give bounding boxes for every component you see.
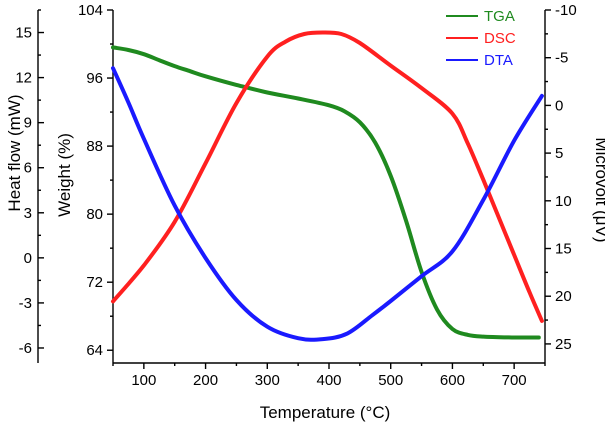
microvolt-tick-label: 25 [555, 336, 572, 353]
microvolt-tick-label: 5 [555, 145, 563, 162]
microvolt-tick-label: -10 [555, 2, 577, 19]
series-line-dsc [111, 30, 544, 323]
microvolt-axis-title: Microvolt (μV) [592, 137, 605, 242]
ticks: 100 200 300 400 500 600 700-6-3036912156472808… [15, 2, 576, 389]
series-line-dta [111, 66, 544, 342]
x-tick-label: 100 [131, 372, 156, 389]
axes [37, 10, 546, 364]
weight-tick-label: 64 [86, 342, 103, 359]
series-line-tga [111, 45, 541, 340]
heat-flow-tick-label: 3 [24, 205, 32, 222]
x-tick-label: 300 [255, 372, 280, 389]
weight-tick-label: 96 [86, 70, 103, 87]
heat-flow-tick-label: 12 [15, 70, 32, 87]
weight-tick-label: 104 [78, 2, 103, 19]
x-tick-label: 600 [440, 372, 465, 389]
x-tick-label: 200 [193, 372, 218, 389]
weight-tick-label: 80 [86, 206, 103, 223]
microvolt-tick-label: 15 [555, 241, 572, 258]
x-tick-label: 400 [316, 372, 341, 389]
heat-flow-tick-label: -3 [19, 295, 32, 312]
microvolt-tick-label: 0 [555, 97, 563, 114]
series-lines [111, 30, 544, 342]
x-axis-title: Temperature (°C) [260, 403, 391, 422]
heat-flow-tick-label: 6 [24, 160, 32, 177]
heat-flow-axis-title: Heat flow (mW) [5, 94, 24, 211]
x-tick-label: 700 [502, 372, 527, 389]
weight-tick-label: 72 [86, 274, 103, 291]
weight-axis-title: Weight (%) [55, 133, 74, 217]
heat-flow-tick-label: 9 [24, 115, 32, 132]
microvolt-tick-label: 10 [555, 193, 572, 210]
microvolt-tick-label: -5 [555, 50, 568, 67]
legend: TGA DSC DTA [446, 8, 516, 69]
legend-label-dsc: DSC [484, 30, 516, 47]
heat-flow-tick-label: 0 [24, 250, 32, 267]
heat-flow-tick-label: -6 [19, 340, 32, 357]
microvolt-tick-label: 20 [555, 288, 572, 305]
legend-label-dta: DTA [484, 52, 513, 69]
heat-flow-tick-label: 15 [15, 25, 32, 42]
weight-tick-label: 88 [86, 138, 103, 155]
x-tick-label: 500 [378, 372, 403, 389]
legend-label-tga: TGA [484, 8, 515, 25]
